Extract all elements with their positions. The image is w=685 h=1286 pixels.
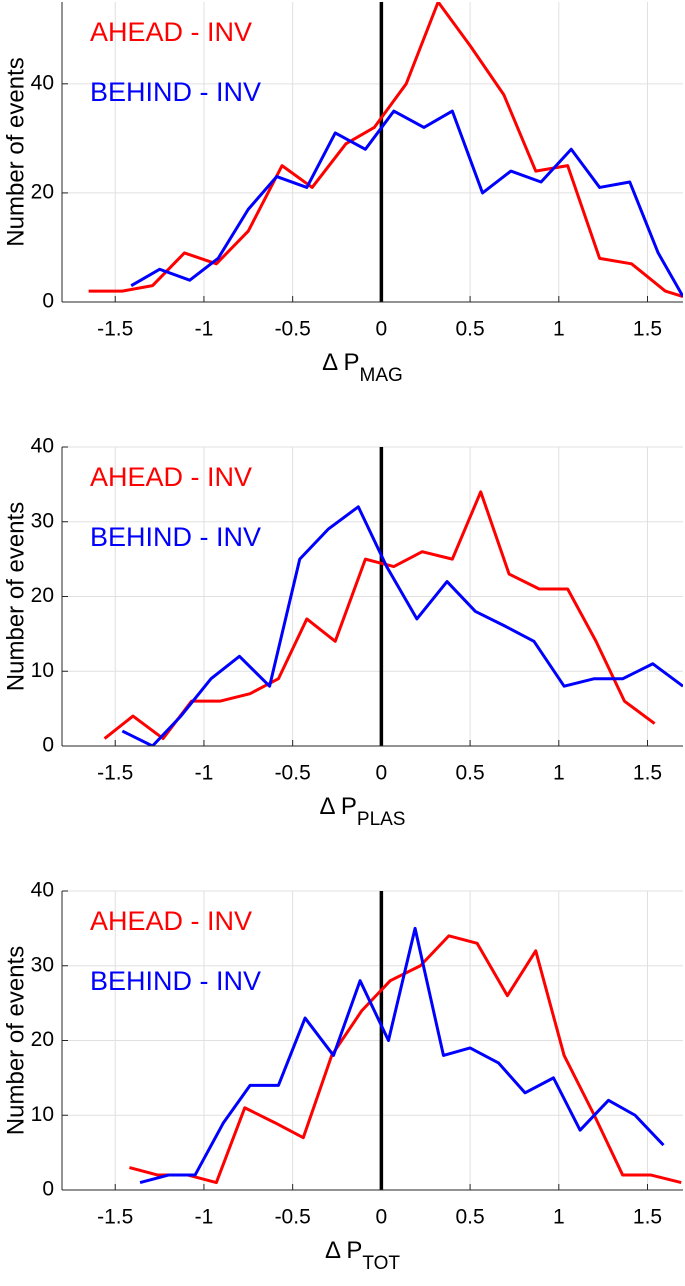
legend-entry: AHEAD - INV <box>90 462 252 492</box>
panel: -1.5 -1 -0.5 0 0.5 1 1.5 0 20 40 AHEAD - INV BEHIND… <box>2 2 683 386</box>
legend-entry: BEHIND - INV <box>90 522 261 552</box>
x-axis-label-main: Δ P <box>322 349 359 376</box>
y-axis-label: Number of events <box>2 502 29 691</box>
x-tick-label: 0 <box>376 1206 388 1229</box>
x-axis-label: Δ PPLAS <box>320 793 406 830</box>
x-tick-label: -0.5 <box>275 1206 311 1229</box>
x-tick-label: -1.5 <box>97 1206 133 1229</box>
legend-entry: BEHIND - INV <box>90 77 261 107</box>
legend-entry: BEHIND - INV <box>90 966 261 996</box>
y-tick-label: 30 <box>31 953 54 976</box>
y-tick-label: 0 <box>42 734 54 757</box>
panel: -1.5 -1 -0.5 0 0.5 1 1.5 0 10 20 30 40 AHEAD - INV BE… <box>2 435 683 830</box>
x-tick-label: 1.5 <box>633 762 662 785</box>
x-tick-label: -1 <box>195 762 214 785</box>
x-axis-label-sub: PLAS <box>357 809 406 830</box>
x-axis-label: Δ PMAG <box>322 349 403 386</box>
y-tick-label: 10 <box>31 659 54 682</box>
x-tick-label: 0 <box>376 318 388 341</box>
x-tick-label: -0.5 <box>275 318 311 341</box>
x-tick-label: -1.5 <box>97 318 133 341</box>
x-tick-label: 0.5 <box>455 318 484 341</box>
legend-entry: AHEAD - INV <box>90 906 252 936</box>
x-tick-label: 1 <box>553 762 565 785</box>
x-tick-label: 0.5 <box>455 762 484 785</box>
y-tick-label: 20 <box>31 180 54 203</box>
series-line <box>88 2 683 298</box>
x-tick-label: 1 <box>553 318 565 341</box>
series-line <box>130 109 683 298</box>
legend-entry: AHEAD - INV <box>90 17 252 47</box>
y-tick-label: 40 <box>31 879 54 902</box>
x-tick-label: 1.5 <box>633 1206 662 1229</box>
y-tick-label: 20 <box>31 584 54 607</box>
x-tick-label: -1 <box>195 1206 214 1229</box>
y-tick-label: 20 <box>31 1028 54 1051</box>
y-tick-label: 40 <box>31 71 54 94</box>
y-tick-label: 10 <box>31 1103 54 1126</box>
x-tick-label: -0.5 <box>275 762 311 785</box>
x-axis-label-main: Δ P <box>320 793 357 820</box>
series-line <box>103 490 656 741</box>
x-axis-label: Δ PTOT <box>325 1237 400 1274</box>
x-axis-label-main: Δ P <box>325 1237 362 1264</box>
plot-area <box>62 2 683 302</box>
x-tick-label: -1 <box>195 318 214 341</box>
y-tick-label: 30 <box>31 509 54 532</box>
y-tick-label: 40 <box>31 435 54 458</box>
y-axis-label: Number of events <box>2 57 29 246</box>
x-axis-label-sub: TOT <box>362 1253 400 1274</box>
x-tick-label: -1.5 <box>97 762 133 785</box>
y-tick-label: 0 <box>42 1178 54 1201</box>
series-line <box>139 926 665 1184</box>
x-tick-label: 0 <box>376 762 388 785</box>
x-tick-label: 1 <box>553 1206 565 1229</box>
x-tick-label: 1.5 <box>633 318 662 341</box>
x-tick-label: 0.5 <box>455 1206 484 1229</box>
y-axis-label: Number of events <box>2 946 29 1135</box>
panel: -1.5 -1 -0.5 0 0.5 1 1.5 0 10 20 30 40 AHEAD - INV BE… <box>2 879 683 1274</box>
x-axis-label-sub: MAG <box>360 365 403 386</box>
y-tick-label: 0 <box>42 290 54 313</box>
series-line <box>121 505 683 746</box>
